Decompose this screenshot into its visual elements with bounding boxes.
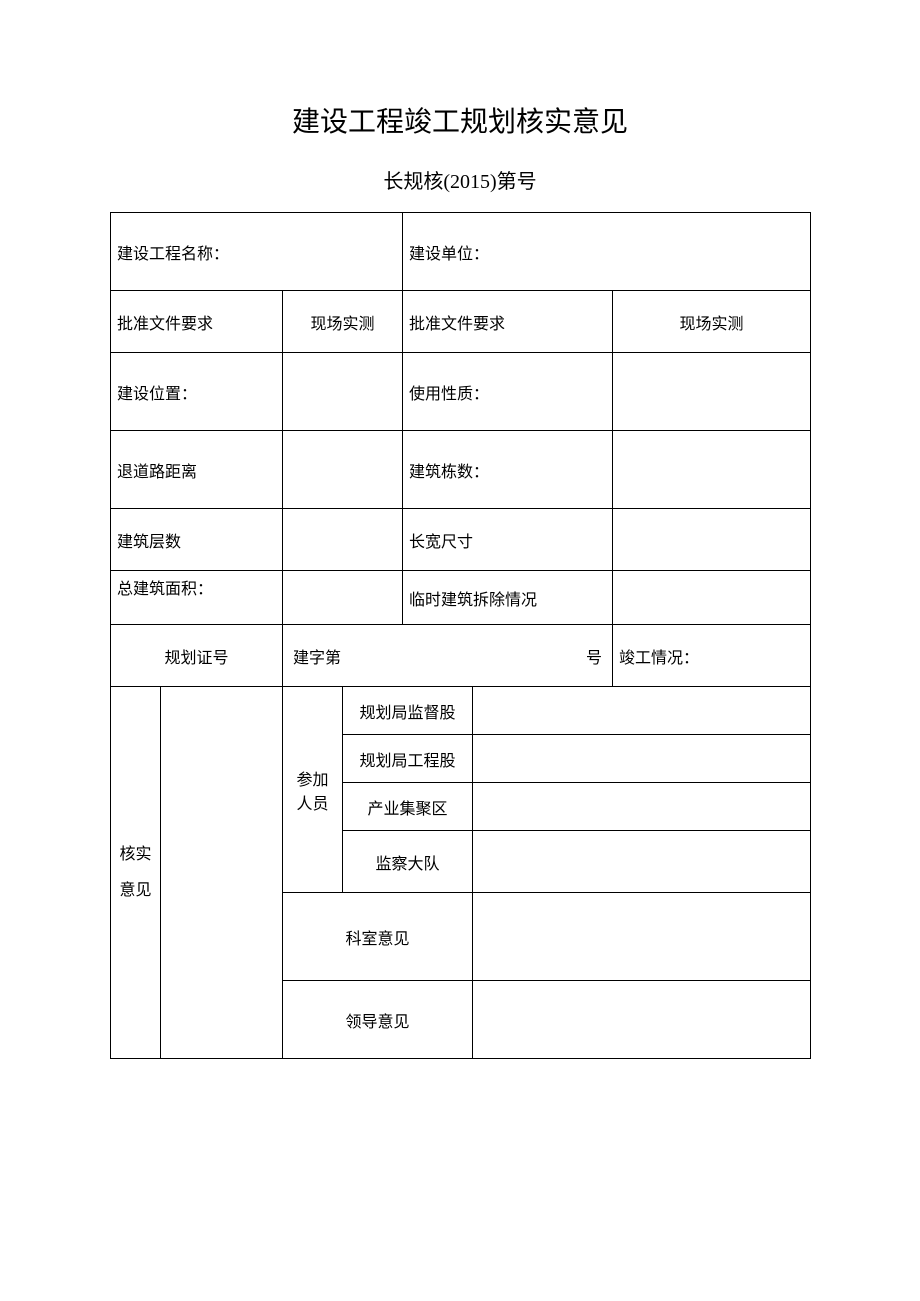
document-subtitle: 长规核(2015)第号 bbox=[110, 165, 810, 194]
form-table: 建设工程名称： 建设单位： 批准文件要求 现场实测 批准文件要求 现场实测 建设… bbox=[110, 212, 811, 1059]
label-floors: 建筑层数 bbox=[111, 509, 283, 571]
label-participants: 参加人员 bbox=[283, 687, 343, 893]
cell-building-count-measure bbox=[613, 431, 811, 509]
label-dept-engineering: 规划局工程股 bbox=[343, 735, 473, 783]
label-project-name: 建设工程名称： bbox=[111, 213, 403, 291]
verify-line2: 意见 bbox=[119, 882, 151, 899]
label-site-measure-2: 现场实测 bbox=[613, 291, 811, 353]
cell-leader-opinion bbox=[473, 981, 811, 1059]
label-completion-status: 竣工情况： bbox=[613, 625, 811, 687]
cell-industrial bbox=[473, 783, 811, 831]
cell-use-nature-measure bbox=[613, 353, 811, 431]
label-location: 建设位置： bbox=[111, 353, 283, 431]
label-building-count: 建筑栋数： bbox=[403, 431, 613, 509]
cell-temp-removal-measure bbox=[613, 571, 811, 625]
label-use-nature: 使用性质： bbox=[403, 353, 613, 431]
label-dimensions: 长宽尺寸 bbox=[403, 509, 613, 571]
cell-floors-measure bbox=[283, 509, 403, 571]
label-dept-industrial: 产业集聚区 bbox=[343, 783, 473, 831]
label-leader-opinion: 领导意见 bbox=[283, 981, 473, 1059]
cert-suffix: 号 bbox=[586, 644, 602, 668]
label-section-opinion: 科室意见 bbox=[283, 893, 473, 981]
cert-prefix: 建字第 bbox=[293, 644, 341, 668]
cell-supervision bbox=[473, 687, 811, 735]
label-cert-number: 规划证号 bbox=[111, 625, 283, 687]
label-temp-removal: 临时建筑拆除情况 bbox=[403, 571, 613, 625]
cell-inspection bbox=[473, 831, 811, 893]
cell-cert-number: 建字第 号 bbox=[283, 625, 613, 687]
label-setback: 退道路距离 bbox=[111, 431, 283, 509]
label-construction-unit: 建设单位： bbox=[403, 213, 811, 291]
document-title: 建设工程竣工规划核实意见 bbox=[110, 100, 810, 140]
label-approval-req-1: 批准文件要求 bbox=[111, 291, 283, 353]
label-site-measure-1: 现场实测 bbox=[283, 291, 403, 353]
cell-engineering bbox=[473, 735, 811, 783]
cell-dimensions-measure bbox=[613, 509, 811, 571]
cell-verify-content bbox=[161, 687, 283, 1059]
label-total-area: 总建筑面积： bbox=[111, 571, 283, 625]
label-dept-supervision: 规划局监督股 bbox=[343, 687, 473, 735]
cell-setback-measure bbox=[283, 431, 403, 509]
cell-location-measure bbox=[283, 353, 403, 431]
verify-line1: 核实 bbox=[119, 846, 151, 863]
label-verify-opinion: 核实 意见 bbox=[111, 687, 161, 1059]
cell-total-area-measure bbox=[283, 571, 403, 625]
cell-section-opinion bbox=[473, 893, 811, 981]
label-approval-req-2: 批准文件要求 bbox=[403, 291, 613, 353]
label-dept-inspection: 监察大队 bbox=[343, 831, 473, 893]
